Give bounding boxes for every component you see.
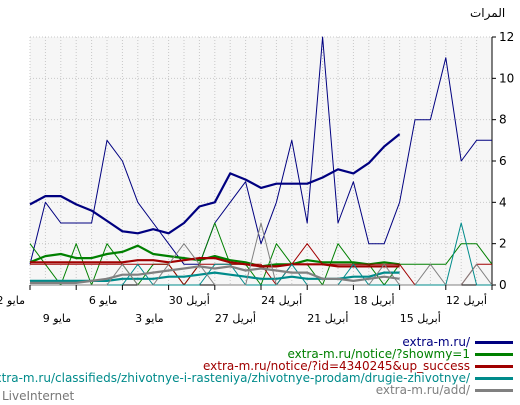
series-line [30, 222, 493, 286]
x-tick-label: 6 مايو [89, 294, 118, 307]
x-tick-label: 30 أبريل [169, 293, 210, 307]
legend-label: extra-m.ru/ [402, 335, 470, 349]
x-tick-label: 21 أبريل [307, 311, 348, 325]
y-tick-label: 2 [499, 237, 507, 251]
legend-label: extra-m.ru/classifieds/zhivotnye-i-raste… [0, 371, 470, 385]
line-chart-plot: المرات 0 2 4 6 8 10 12 12 أبريل 18 أبريل 24 أبريل… [0, 6, 514, 325]
legend-swatch [475, 365, 513, 368]
x-tick-label: 12 أبريل [446, 293, 487, 307]
series-line [29, 36, 492, 265]
y-tick-label: 4 [499, 195, 507, 209]
series-average-line [29, 244, 400, 268]
y-axis-label: المرات [470, 6, 505, 21]
legend-swatch [475, 341, 513, 344]
legend-label: extra-m.ru/notice/?showmy=1 [287, 347, 470, 361]
x-tick-label: 12 مايو [0, 294, 25, 307]
y-tick-label: 8 [499, 113, 507, 127]
legend-entry: extra-m.ru/add/ [0, 383, 519, 397]
legend-swatch [475, 377, 513, 380]
x-tick-label: 18 أبريل [354, 293, 395, 307]
x-tick-label: 27 أبريل [215, 311, 256, 325]
watermark-liveinternet: LiveInternet [2, 389, 75, 403]
series-average-line [29, 133, 401, 235]
legend-entry: extra-m.ru/notice/?id=4340245&up_success [0, 359, 519, 373]
x-tick-label: 24 أبريل [261, 293, 302, 307]
x-tick-label: 9 مايو [43, 312, 72, 325]
legend-swatch [475, 389, 513, 392]
x-tick-label: 3 مايو [135, 312, 164, 325]
legend-label: extra-m.ru/add/ [375, 383, 470, 397]
x-tick-label: 15 أبريل [400, 311, 441, 325]
legend-entry: extra-m.ru/ [0, 335, 519, 349]
y-tick-label: 0 [499, 278, 507, 292]
series-average-line [30, 265, 400, 284]
y-tick-label: 10 [499, 71, 514, 85]
legend-entry: extra-m.ru/classifieds/zhivotnye-i-raste… [0, 371, 519, 385]
y-tick-label: 12 [499, 30, 514, 44]
series-average-line [30, 257, 400, 268]
legend-entry: extra-m.ru/notice/?showmy=1 [0, 347, 519, 361]
y-tick-label: 6 [499, 154, 507, 168]
legend-label: extra-m.ru/notice/?id=4340245&up_success [202, 359, 470, 373]
legend-swatch [475, 353, 513, 356]
